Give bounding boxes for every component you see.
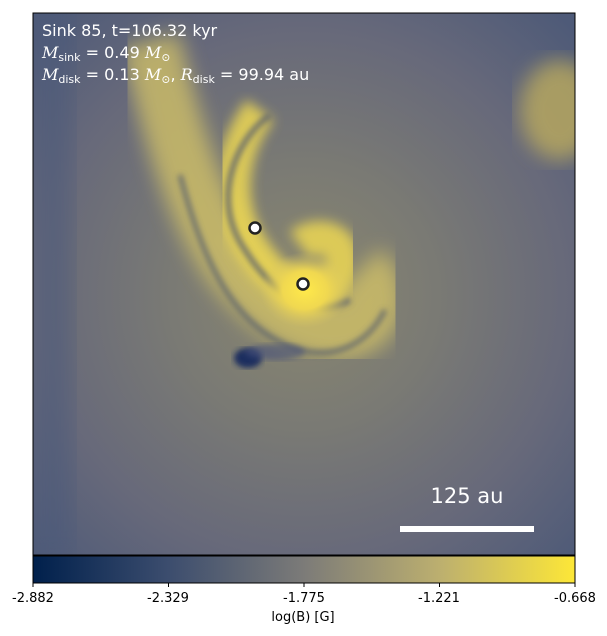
rdisk-value: = 99.94 au	[219, 65, 310, 84]
field-map	[33, 13, 575, 555]
sink-marker-a	[248, 221, 262, 235]
disk-label: Mdisk = 0.13 M⊙, Rdisk = 99.94 au	[42, 65, 310, 86]
colorbar-tick-3: -1.221	[418, 591, 460, 606]
sink-mass-label: Msink = 0.49 M⊙	[42, 43, 170, 68]
colorbar	[32, 555, 576, 584]
scale-bar-label: 125 au	[430, 484, 504, 508]
msink-symbol: M	[42, 43, 59, 62]
msun-symbol-1: M	[144, 43, 162, 62]
colorbar-tick-0: -2.882	[12, 591, 54, 606]
mdisk-sub: disk	[58, 73, 81, 86]
sink-marker-b	[296, 277, 310, 291]
sink-time-label: Sink 85, t=106.32 kyr	[42, 21, 217, 41]
rdisk-sub: disk	[192, 73, 215, 86]
mdisk-value: = 0.13	[85, 65, 140, 84]
rdisk-symbol: R	[180, 65, 193, 84]
sun-sub-2: ⊙	[161, 73, 171, 86]
colorbar-ticks	[32, 583, 576, 587]
msun-symbol-2: M	[144, 65, 162, 84]
colorbar-tick-1: -2.329	[147, 591, 189, 606]
colorbar-tick-4: -0.668	[554, 591, 596, 606]
sun-sub-1: ⊙	[161, 51, 171, 64]
colorbar-label: log(B) [G]	[271, 610, 335, 625]
msink-sub: sink	[58, 51, 81, 64]
colorbar-tick-2: -1.775	[283, 591, 325, 606]
sink-time-text: Sink 85, t=106.32 kyr	[42, 21, 218, 40]
msink-value: = 0.49	[85, 43, 140, 62]
scale-bar	[400, 526, 534, 532]
mdisk-symbol: M	[42, 65, 59, 84]
